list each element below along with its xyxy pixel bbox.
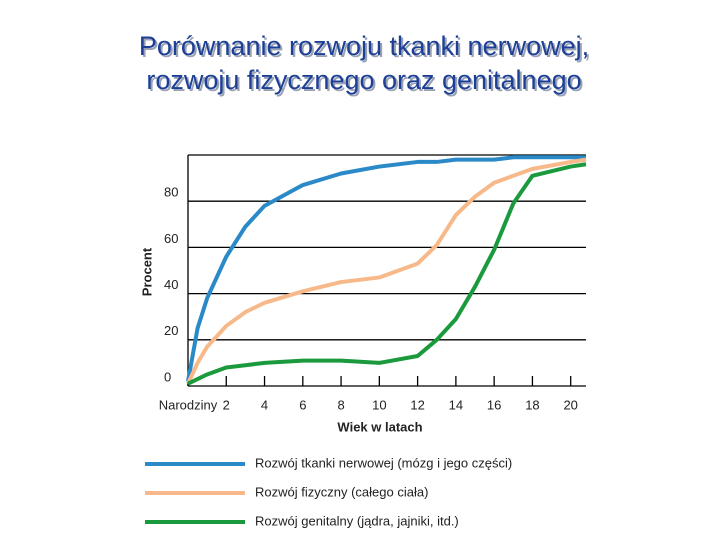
x-tick-label: 10	[372, 397, 386, 412]
legend-label: Rozwój fizyczny (całego ciała)	[255, 484, 428, 499]
y-tick-label: 20	[164, 323, 178, 338]
y-tick-label: 60	[164, 231, 178, 246]
series-line	[186, 157, 587, 385]
x-tick-label: 2	[223, 397, 230, 412]
legend-label: Rozwój genitalny (jądra, jajniki, itd.)	[255, 513, 459, 528]
series-line	[187, 162, 587, 386]
y-tick-label: 0	[164, 369, 171, 384]
x-tick-label: 14	[449, 397, 463, 412]
x-tick-label: 18	[525, 397, 539, 412]
x-tick-label: 6	[299, 397, 306, 412]
x-tick-label: 20	[563, 397, 577, 412]
x-tick-label: 4	[261, 397, 268, 412]
x-axis-label: Wiek w latach	[337, 419, 422, 434]
y-tick-label: 40	[164, 277, 178, 292]
title-shadow: rozwoju fizycznego oraz genitalnego	[148, 67, 583, 97]
chart-title: Porównanie rozwoju tkanki nerwowej,	[139, 31, 589, 61]
legend-label: Rozwój tkanki nerwowej (mózg i jego częś…	[255, 455, 512, 470]
x-tick-label: 8	[337, 397, 344, 412]
series-line	[186, 155, 586, 382]
x-tick-label: 12	[410, 397, 424, 412]
x-tick-label: Narodziny	[159, 397, 218, 412]
y-tick-label: 80	[164, 185, 178, 200]
chart-title: rozwoju fizycznego oraz genitalnego	[146, 65, 581, 95]
x-tick-label: 16	[487, 397, 501, 412]
y-axis-label: Procent	[139, 247, 154, 296]
title-shadow: Porównanie rozwoju tkanki nerwowej,	[141, 33, 591, 63]
